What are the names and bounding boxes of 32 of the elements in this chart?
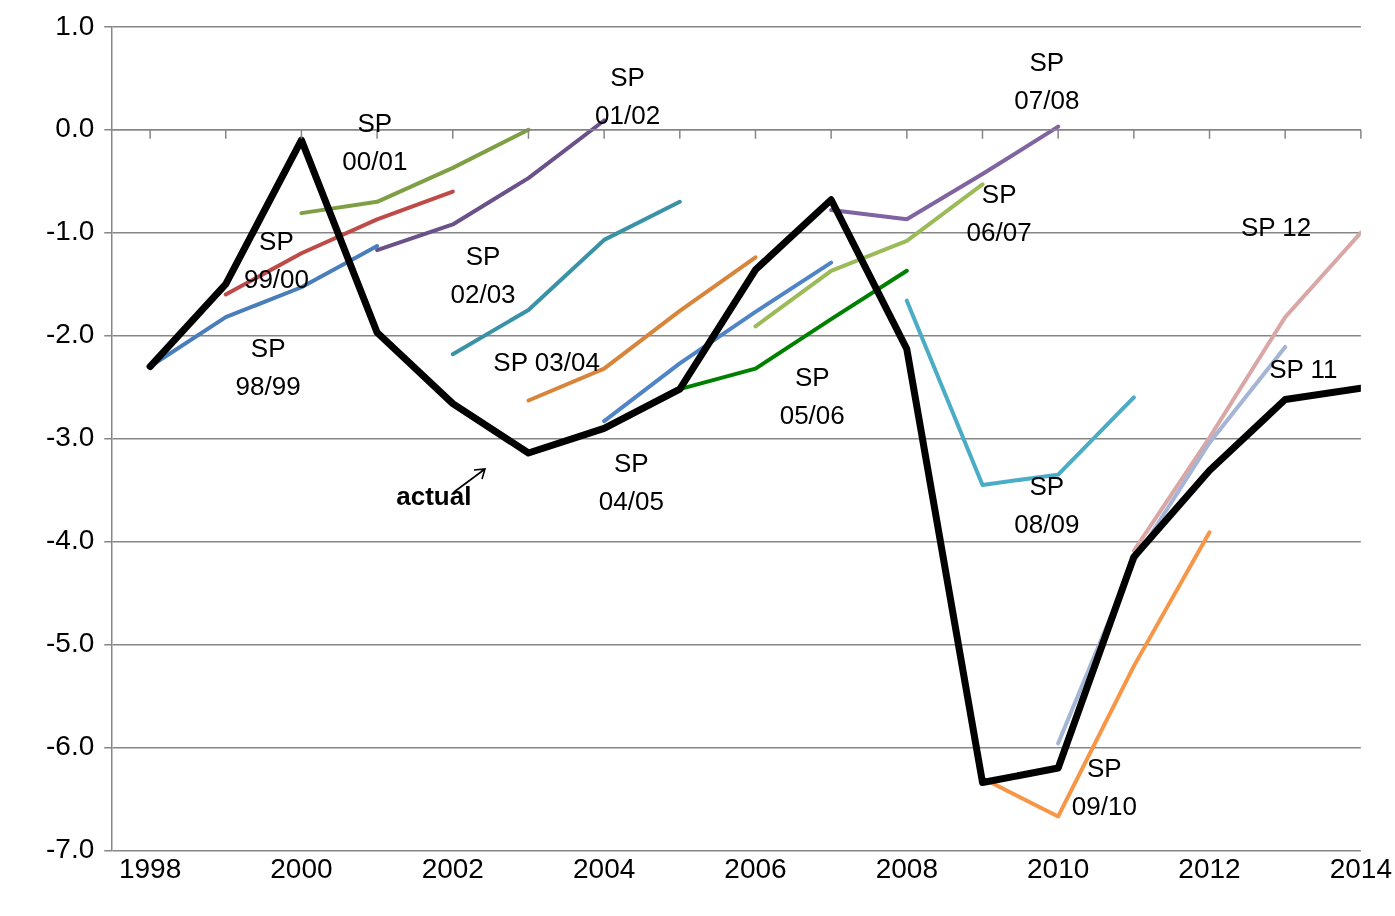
y-tick-label: -6.0: [46, 730, 95, 762]
series-label: SP 03/04: [493, 346, 600, 377]
x-tick-label: 2012: [1178, 852, 1241, 884]
series-label: SP 05/06: [779, 361, 845, 430]
series-label: SP 01/02: [595, 62, 661, 131]
x-tick-label: 1998: [118, 852, 182, 884]
y-tick-label: -4.0: [46, 524, 95, 556]
x-tick-label: 2006: [724, 852, 787, 884]
series-label: SP 00/01: [342, 108, 408, 177]
x-tick-label: 2010: [1027, 852, 1090, 884]
series-label: SP 08/09: [1014, 470, 1080, 539]
series-label: SP 07/08: [1014, 46, 1080, 115]
y-tick-label: -2.0: [46, 318, 95, 350]
text: actual: [396, 481, 472, 512]
y-tick-label: -1.0: [46, 215, 95, 247]
series-label: SP 11: [1269, 353, 1338, 384]
y-tick-label: 0.0: [55, 112, 95, 144]
x-tick-label: 2000: [270, 852, 333, 884]
x-tick-label: 2002: [421, 852, 484, 884]
y-tick-label: -7.0: [46, 833, 95, 865]
x-tick-label: 2008: [875, 852, 938, 884]
series-label: SP 04/05: [598, 448, 664, 517]
series-label: SP 98/99: [235, 332, 301, 401]
y-tick-label: -5.0: [46, 627, 95, 659]
series-label: SP 09/10: [1071, 752, 1137, 821]
series-label: SP 06/07: [966, 179, 1032, 248]
series-label: SP 02/03: [450, 241, 516, 310]
y-tick-label: -3.0: [46, 421, 95, 453]
x-tick-label: 2004: [572, 852, 636, 884]
series-label: SP 12: [1240, 211, 1312, 242]
y-tick-label: 1.0: [55, 9, 95, 41]
x-tick-label: 2014: [1329, 852, 1392, 884]
